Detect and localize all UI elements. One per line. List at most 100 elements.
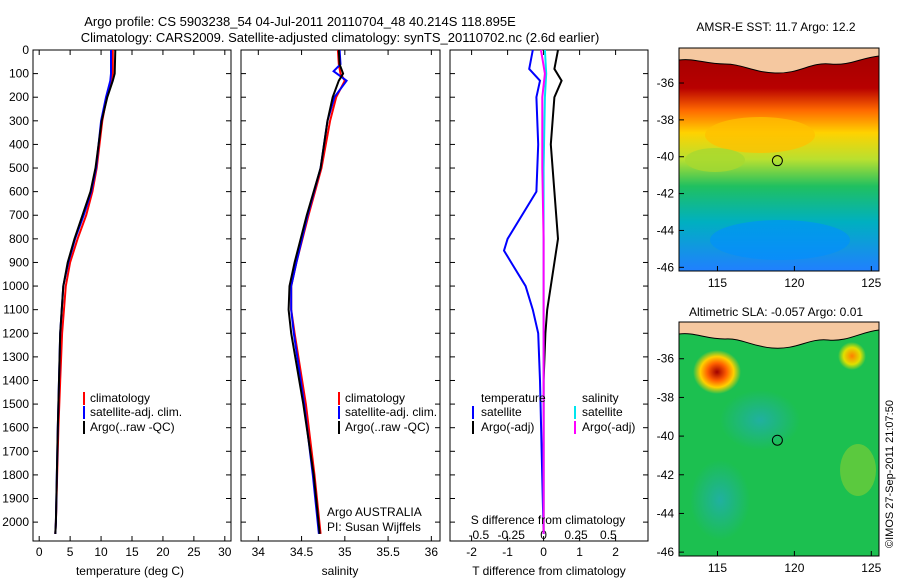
x-tick-label: 25 [187, 545, 201, 559]
x-tick-label: 0 [540, 545, 547, 559]
depth-tick-label: 1000 [2, 279, 29, 293]
depth-tick-labels: 0 100 200 300 400 500 600 700 800 900 1000 1100 1200… [2, 43, 29, 529]
legend-satellite: satellite-adj. clim. [345, 405, 437, 419]
salinity-axes-frame [240, 49, 441, 542]
lat-tick-label: -44 [657, 223, 675, 237]
legend-temperature-title: temperature [481, 391, 546, 405]
s-diff-tick-label: -0.25 [498, 528, 526, 542]
sst-cool-patch [710, 220, 850, 260]
header-title-line2: Climatology: CARS2009. Satellite-adjuste… [81, 30, 600, 45]
profile-line [290, 49, 349, 535]
header-title-line1: Argo profile: CS 5903238_54 04-Jul-2011 … [84, 14, 516, 29]
depth-tick-label: 1300 [2, 350, 29, 364]
lat-tick-label: -36 [657, 352, 675, 366]
depth-tick-label: 300 [9, 114, 29, 128]
salinity-tick-labels: 34 34.5 35 35.5 36 [241, 49, 440, 559]
sla-hot-eddy [693, 350, 741, 394]
salinity-xlabel: salinity [322, 564, 359, 578]
legend-salinity-title: salinity [582, 391, 619, 405]
s-diff-tick-label: 0 [540, 528, 547, 542]
sla-warm-patch [840, 444, 876, 496]
temperature-xlabel: temperature (deg C) [76, 564, 184, 578]
x-tick-label: 1 [576, 545, 583, 559]
lon-tick-label: 125 [861, 561, 881, 575]
profile-line [54, 50, 114, 534]
depth-tick-label: 1800 [2, 468, 29, 482]
profile-line [542, 49, 563, 534]
legend-t-argo: Argo(-adj) [481, 420, 534, 434]
difference-legend: temperature satellite Argo(-adj) salinit… [472, 391, 635, 434]
x-tick-label: 2 [612, 545, 619, 559]
x-tick-label: -1 [502, 545, 513, 559]
x-tick-label: 34 [252, 545, 266, 559]
depth-tick-label: 400 [9, 137, 29, 151]
depth-tick-label: 2000 [2, 515, 29, 529]
sla-land [679, 322, 879, 349]
depth-tick-label: 500 [9, 161, 29, 175]
profile-line [287, 49, 345, 535]
x-tick-label: 35 [338, 545, 352, 559]
t-difference-xlabel: T difference from climatology [472, 564, 626, 578]
depth-tick-label: 1900 [2, 492, 29, 506]
sla-map-frame [678, 321, 880, 557]
sla-warm-eddy [838, 342, 866, 370]
depth-tick-label: 1500 [2, 397, 29, 411]
depth-tick-label: 200 [9, 90, 29, 104]
sla-cool-patch [690, 460, 750, 540]
x-tick-label: 0 [36, 545, 43, 559]
sla-map: Altimetric SLA: -0.057 Argo: 0.01 115 120… [657, 305, 882, 575]
depth-tick-label: 1100 [3, 303, 29, 317]
x-tick-label: 20 [156, 545, 170, 559]
depth-tick-label: 0 [22, 43, 29, 57]
legend-t-satellite: satellite [481, 405, 522, 419]
legend-s-argo: Argo(-adj) [582, 420, 635, 434]
lat-tick-label: -40 [657, 429, 675, 443]
x-tick-label: 36 [425, 545, 439, 559]
depth-tick-label: 100 [9, 67, 29, 81]
argo-position-marker [771, 434, 783, 446]
sst-map-frame [678, 47, 880, 272]
sla-map-title: Altimetric SLA: -0.057 Argo: 0.01 [689, 305, 863, 319]
lon-tick-label: 115 [708, 276, 727, 290]
legend-argo: Argo(..raw -QC) [90, 420, 175, 434]
depth-tick-label: 1600 [2, 421, 29, 435]
argo-program: Argo AUSTRALIA [327, 505, 422, 519]
lon-tick-label: 120 [784, 276, 804, 290]
difference-panel: -2 -1 0 1 2 -0.5 -0.25 0 0.25 0.5 S difference f… [449, 49, 649, 578]
sst-land [679, 48, 879, 74]
salinity-legend: climatology satellite-adj. clim. Argo(..… [338, 391, 437, 434]
x-tick-label: 10 [94, 545, 108, 559]
lon-tick-label: 120 [784, 561, 804, 575]
sst-map-ticks: 115 120 125 -36 -38 -40 -42 -44 -46 [657, 76, 882, 290]
lat-tick-label: -42 [657, 468, 675, 482]
s-difference-tick-labels: -0.5 -0.25 0 0.25 0.5 [468, 528, 617, 542]
depth-tick-label: 600 [9, 185, 29, 199]
x-tick-label: 35.5 [376, 545, 400, 559]
profile-line [540, 49, 546, 534]
x-tick-label: -2 [466, 545, 477, 559]
s-diff-tick-label: 0.5 [600, 528, 617, 542]
temperature-legend: climatology satellite-adj. clim. Argo(..… [83, 391, 182, 434]
temperature-profiles [54, 49, 117, 534]
depth-tick-label: 800 [9, 232, 29, 246]
temperature-tick-labels: 0 5 10 15 20 25 30 [33, 49, 232, 559]
lat-tick-label: -38 [657, 390, 675, 404]
sla-map-ticks: 115 120 125 -36 -38 -40 -42 -44 -46 [657, 352, 882, 575]
legend-argo: Argo(..raw -QC) [345, 420, 430, 434]
depth-tick-label: 1700 [2, 444, 29, 458]
profile-line [290, 49, 346, 535]
salinity-profiles [287, 49, 349, 535]
lat-tick-label: -44 [657, 506, 675, 520]
difference-profiles [502, 49, 563, 534]
x-tick-label: 30 [218, 545, 232, 559]
x-tick-label: 5 [67, 545, 74, 559]
sla-cool-patch [720, 390, 800, 450]
t-difference-tick-labels: -2 -1 0 1 2 [450, 49, 648, 559]
legend-climatology: climatology [345, 391, 405, 405]
lat-tick-label: -46 [657, 260, 675, 274]
depth-tick-label: 700 [9, 208, 29, 222]
sst-green-patch [685, 148, 745, 172]
imos-credit: ©IMOS 27-Sep-2011 21:07:50 [884, 400, 896, 548]
profile-line [502, 49, 545, 534]
